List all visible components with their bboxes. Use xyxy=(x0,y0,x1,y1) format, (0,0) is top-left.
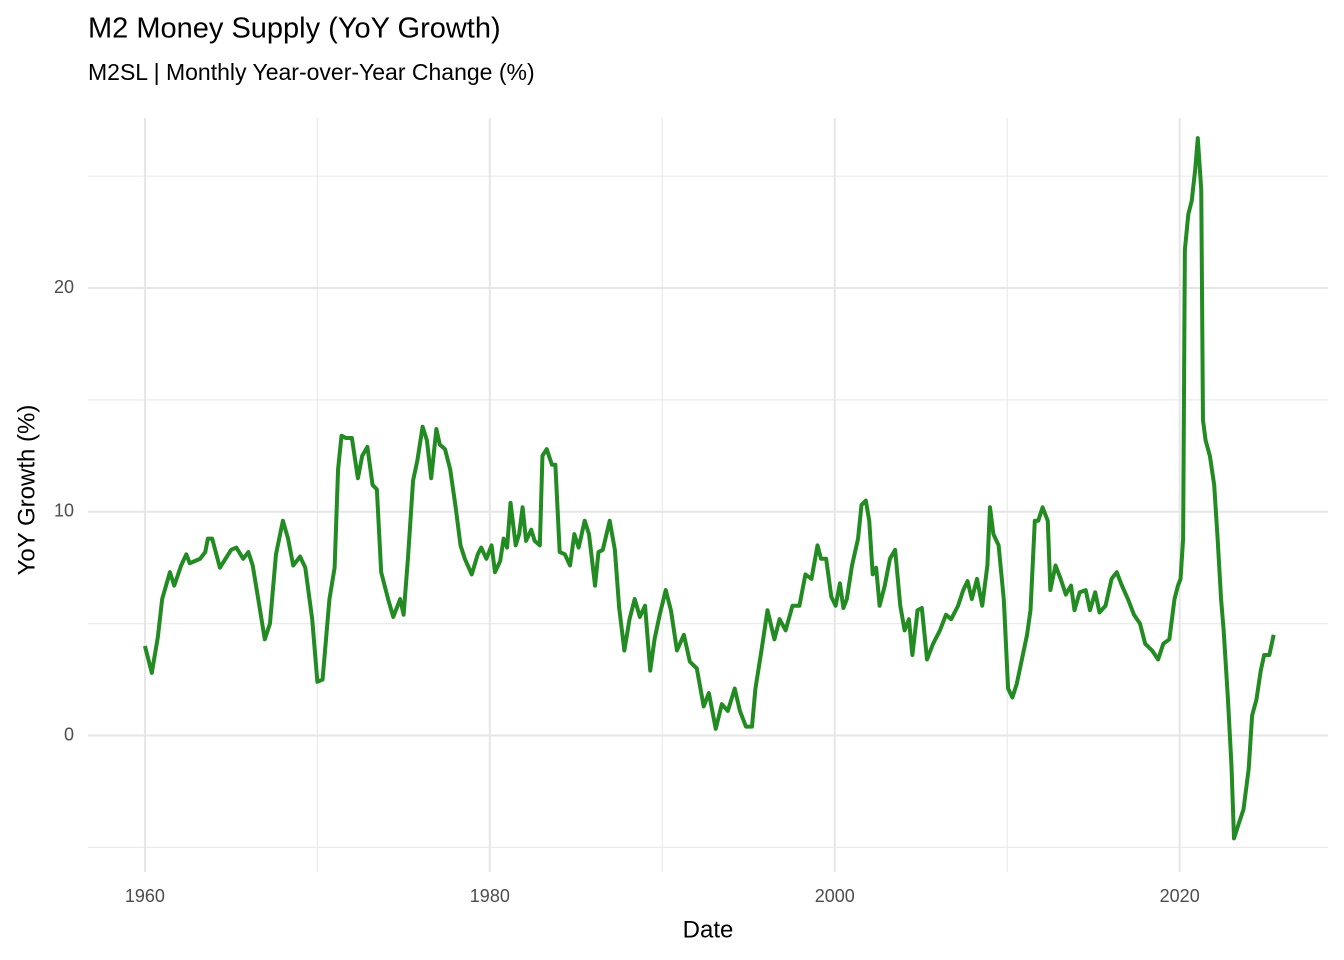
x-tick-label: 2000 xyxy=(815,886,855,906)
chart-title: M2 Money Supply (YoY Growth) xyxy=(88,13,501,45)
y-axis-title: YoY Growth (%) xyxy=(13,405,40,576)
data-line xyxy=(142,136,1276,841)
y-tick-label: 20 xyxy=(54,277,74,297)
chart-subtitle: M2SL | Monthly Year-over-Year Change (%) xyxy=(88,59,535,85)
y-tick-label: 10 xyxy=(54,501,74,521)
x-tick-label: 2020 xyxy=(1160,886,1200,906)
x-tick-label: 1960 xyxy=(125,886,165,906)
x-tick-label: 1980 xyxy=(470,886,510,906)
y-tick-label: 0 xyxy=(64,724,74,744)
x-axis-title: Date xyxy=(683,916,734,943)
